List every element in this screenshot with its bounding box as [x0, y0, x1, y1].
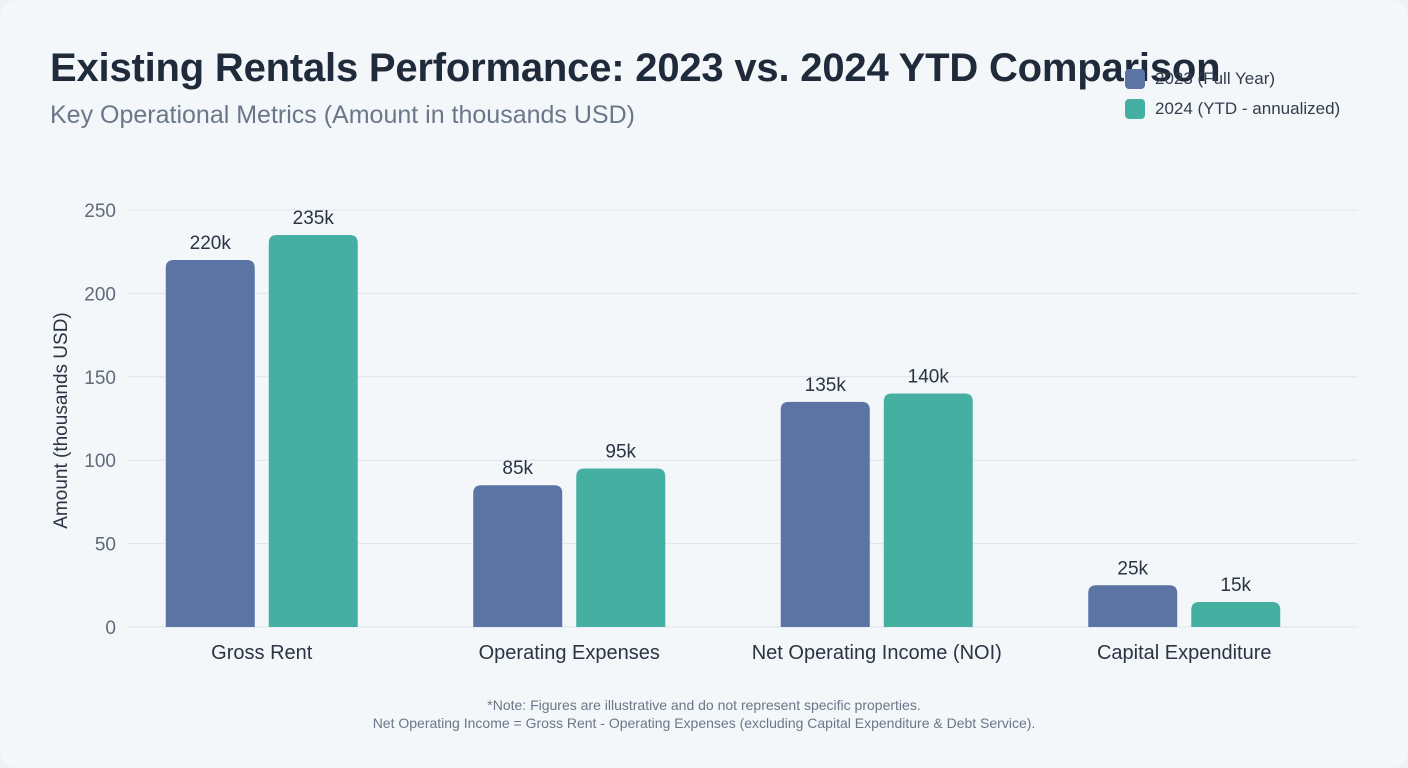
bar-2024-3: [1191, 601, 1281, 627]
data-label-2023-2: 135k: [805, 375, 847, 396]
legend-swatch-2024: [1125, 99, 1145, 119]
y-axis-label: Amount (thousands USD): [51, 312, 72, 529]
chart-title: Existing Rentals Performance: 2023 vs. 2…: [50, 46, 1221, 90]
legend-item-2024[interactable]: 2024 (YTD - annualized): [1125, 94, 1340, 124]
legend: 2023 (Full Year) 2024 (YTD - annualized): [1125, 64, 1340, 124]
footnote-line-1: *Note: Figures are illustrative and do n…: [487, 697, 921, 713]
y-tick-label-200: 200: [84, 284, 116, 305]
data-label-2024-0: 235k: [293, 208, 335, 229]
legend-label-2023: 2023 (Full Year): [1155, 69, 1276, 88]
bar-2024-0: [268, 235, 358, 627]
data-label-2024-3: 15k: [1220, 575, 1251, 596]
legend-swatch-2023: [1125, 69, 1145, 89]
bar-2023-0: [165, 260, 255, 627]
footnote-line-2: Net Operating Income = Gross Rent - Oper…: [372, 715, 1036, 731]
x-tick-label-1: Operating Expenses: [479, 642, 660, 664]
y-tick-label-0: 0: [105, 618, 116, 639]
data-label-2024-1: 95k: [605, 442, 636, 463]
legend-item-2023[interactable]: 2023 (Full Year): [1125, 64, 1340, 94]
bar-2023-2: [780, 401, 870, 627]
bar-2023-1: [473, 485, 563, 627]
data-label-2023-3: 25k: [1117, 558, 1148, 579]
legend-label-2024: 2024 (YTD - annualized): [1155, 99, 1341, 118]
y-tick-label-150: 150: [84, 368, 116, 389]
y-tick-label-100: 100: [84, 451, 116, 472]
x-tick-label-2: Net Operating Income (NOI): [752, 642, 1002, 664]
x-tick-label-3: Capital Expenditure: [1097, 642, 1272, 664]
data-label-2023-1: 85k: [502, 458, 533, 479]
chart-subtitle: Key Operational Metrics (Amount in thous…: [50, 101, 635, 129]
bar-2024-2: [883, 393, 973, 627]
y-tick-label-250: 250: [84, 201, 116, 222]
x-tick-label-0: Gross Rent: [211, 642, 313, 664]
y-tick-label-50: 50: [95, 535, 116, 556]
bar-2024-1: [576, 468, 666, 627]
data-label-2024-2: 140k: [908, 366, 950, 387]
bar-2023-3: [1088, 585, 1178, 627]
data-label-2023-0: 220k: [190, 233, 232, 254]
